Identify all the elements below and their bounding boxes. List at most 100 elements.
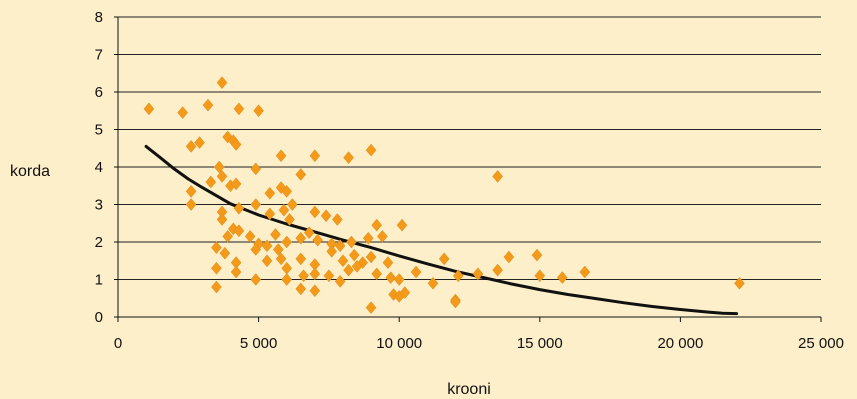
data-point	[492, 263, 503, 277]
data-point	[298, 269, 309, 283]
data-point	[211, 280, 222, 294]
data-point	[377, 229, 388, 243]
data-point	[326, 244, 338, 258]
data-point	[211, 261, 222, 275]
data-point	[230, 265, 242, 279]
data-point	[250, 273, 262, 286]
data-point	[531, 248, 543, 262]
data-point	[393, 273, 405, 286]
x-tick-label: 20 000	[657, 335, 703, 352]
y-tick-label: 0	[95, 309, 103, 326]
trend-line	[144, 144, 739, 316]
x-tick-label: 15 000	[517, 335, 563, 352]
data-point	[250, 162, 262, 176]
data-point	[410, 265, 422, 279]
data-point	[303, 226, 315, 240]
data-point	[250, 243, 262, 256]
data-point	[230, 177, 242, 191]
data-point	[427, 276, 439, 290]
x-tick-label: 25 000	[798, 335, 844, 352]
data-point	[287, 198, 298, 211]
data-point	[365, 250, 377, 264]
data-point	[337, 254, 349, 268]
data-point	[213, 160, 225, 174]
x-tick-label: 0	[114, 335, 122, 352]
data-point	[281, 261, 293, 275]
data-point	[219, 246, 231, 260]
y-tick-labels: 0 1 2 3 4 5 6 7 8	[95, 9, 103, 326]
data-point	[185, 198, 197, 211]
data-point	[230, 138, 242, 151]
data-point	[348, 248, 360, 262]
y-axis-title: korda	[10, 163, 50, 180]
data-point	[362, 231, 374, 245]
data-point	[343, 151, 354, 165]
data-point	[472, 267, 484, 281]
data-point	[270, 228, 281, 241]
data-point	[272, 243, 284, 256]
data-point	[261, 239, 273, 253]
data-point	[233, 224, 245, 238]
data-point	[309, 284, 321, 298]
data-point	[556, 271, 568, 285]
data-point	[261, 254, 273, 268]
data-point	[222, 229, 233, 243]
data-point	[452, 269, 464, 283]
data-point	[211, 241, 222, 255]
data-point	[320, 209, 332, 223]
data-point	[295, 252, 307, 266]
data-point	[216, 169, 228, 183]
data-point	[194, 136, 205, 150]
data-point	[312, 233, 323, 247]
data-point	[734, 276, 745, 290]
data-point	[143, 102, 155, 116]
y-tick-label: 7	[95, 47, 103, 64]
data-point	[233, 102, 245, 116]
data-point	[382, 256, 394, 270]
y-tick-label: 1	[95, 272, 103, 289]
data-point	[275, 252, 287, 266]
data-point	[492, 169, 503, 183]
data-point	[399, 286, 411, 300]
data-point	[202, 98, 214, 112]
data-point	[334, 239, 346, 253]
data-point	[371, 267, 383, 281]
data-point	[216, 76, 228, 90]
data-point	[534, 269, 546, 283]
data-point	[385, 271, 397, 285]
data-point	[450, 295, 461, 309]
data-point	[351, 259, 363, 273]
data-point	[185, 184, 197, 198]
data-point	[346, 235, 357, 249]
data-point	[438, 252, 450, 266]
x-axis-title: krooni	[447, 381, 491, 398]
data-point	[309, 267, 321, 281]
data-point	[309, 149, 321, 163]
data-point	[281, 235, 293, 249]
data-point	[396, 218, 408, 232]
data-point	[281, 184, 293, 198]
data-point	[371, 218, 383, 232]
gridlines	[118, 16, 821, 280]
data-point	[205, 175, 217, 189]
data-point	[295, 282, 307, 296]
x-tick-labels: 0 5 000 10 000 15 000 20 000 25 000	[114, 335, 844, 352]
data-point	[334, 274, 346, 288]
data-point	[579, 265, 591, 279]
x-tick-label: 5 000	[240, 335, 278, 352]
data-point	[264, 186, 276, 200]
y-tick-label: 3	[95, 197, 103, 214]
data-point	[343, 263, 354, 277]
data-point	[275, 149, 287, 163]
data-point	[309, 205, 321, 219]
data-point	[295, 168, 307, 181]
data-point	[278, 203, 290, 217]
data-point	[323, 269, 335, 283]
data-point	[503, 250, 515, 264]
data-points	[143, 76, 745, 315]
data-point	[216, 213, 228, 226]
data-point	[253, 104, 264, 118]
data-point	[264, 207, 276, 221]
data-point	[250, 198, 262, 211]
data-point	[284, 213, 295, 226]
